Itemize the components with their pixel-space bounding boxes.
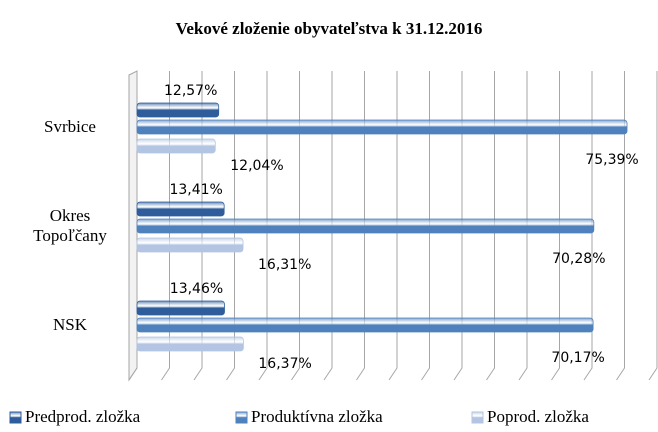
grid-line bbox=[648, 71, 658, 381]
grid-line bbox=[258, 71, 268, 381]
grid-line bbox=[226, 71, 235, 381]
data-label: 70,17% bbox=[551, 350, 604, 366]
bar bbox=[136, 218, 595, 234]
category-label: NSK bbox=[52, 315, 87, 334]
grid-line bbox=[421, 71, 430, 381]
bar bbox=[136, 138, 216, 154]
grid-line bbox=[356, 71, 365, 381]
data-label: 13,41% bbox=[169, 182, 222, 198]
category-label: Okres Topoľčany bbox=[33, 206, 107, 245]
grid-line bbox=[128, 71, 138, 381]
grid-line bbox=[323, 71, 333, 381]
legend-label: Predprod. zložka bbox=[25, 407, 141, 426]
bar bbox=[136, 237, 244, 253]
grid-line bbox=[616, 71, 625, 381]
category-label: Svrbice bbox=[44, 117, 96, 136]
legend-label: Produktívna zložka bbox=[251, 407, 383, 426]
bar bbox=[136, 317, 594, 333]
grid-line bbox=[583, 71, 593, 381]
data-label: 12,57% bbox=[164, 83, 217, 99]
grid-line bbox=[388, 71, 398, 381]
bar bbox=[136, 336, 244, 352]
grid-line bbox=[161, 71, 170, 381]
data-label: 16,37% bbox=[258, 356, 311, 372]
plot-wall bbox=[128, 70, 138, 382]
grid-line bbox=[453, 71, 463, 381]
legend-label: Poprod. zložka bbox=[487, 407, 589, 426]
bar bbox=[136, 102, 220, 118]
bar bbox=[136, 201, 225, 217]
bar bbox=[136, 119, 628, 135]
chart-title: Vekové zloženie obyvateľstva k 31.12.201… bbox=[176, 19, 483, 38]
grid-line bbox=[551, 71, 560, 381]
bar bbox=[136, 300, 225, 316]
legend-swatch bbox=[9, 411, 22, 424]
data-label: 16,31% bbox=[258, 257, 311, 273]
data-label: 75,39% bbox=[585, 152, 638, 168]
data-label: 70,28% bbox=[552, 251, 605, 267]
grid-line bbox=[291, 71, 300, 381]
legend-swatch bbox=[235, 411, 248, 424]
grid-line bbox=[193, 71, 203, 381]
grid-line bbox=[518, 71, 528, 381]
data-label: 13,46% bbox=[170, 281, 223, 297]
data-label: 12,04% bbox=[230, 158, 283, 174]
grid-line bbox=[486, 71, 495, 381]
legend-swatch bbox=[471, 411, 484, 424]
